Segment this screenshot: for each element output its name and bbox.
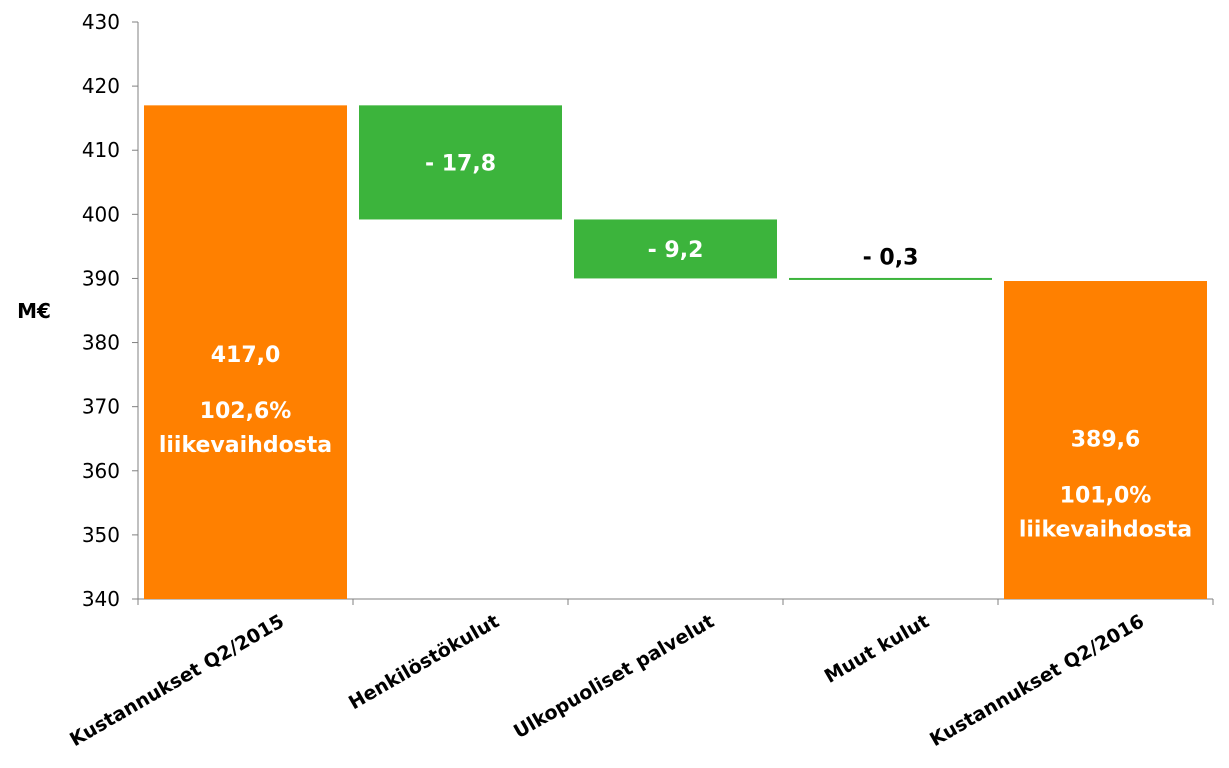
y-tick-label: 350 [82,523,120,547]
y-axis-label: M€ [17,299,51,323]
y-tick-label: 420 [82,74,120,98]
data-label: - 9,2 [648,238,704,263]
y-tick-label: 390 [82,266,120,290]
data-label: 102,6% [200,399,292,424]
data-label: liikevaihdosta [1019,517,1192,542]
x-tick-label: Kustannukset Q2/2015 [66,610,288,751]
y-tick-label: 380 [82,331,120,355]
x-tick-label: Henkilöstökulut [345,610,503,714]
bar-total [144,105,347,599]
y-tick-label: 360 [82,459,120,483]
data-label: 417,0 [211,343,281,368]
bar-labels: 417,0 102,6% liikevaihdosta - 17,8 - 9,2 - 0,… [159,151,1192,542]
x-tick-label: Ulkopuoliset palvelut [510,610,718,743]
data-label: - 0,3 [863,245,919,270]
bar-decrease [789,277,992,280]
data-label: 389,6 [1071,427,1141,452]
bar-decrease [359,105,562,220]
bars [144,105,1207,599]
y-tick-label: 430 [82,10,120,34]
bar-total [1004,281,1207,599]
y-tick-label: 340 [82,587,120,611]
bar-decrease [574,219,777,279]
data-label: liikevaihdosta [159,433,332,458]
x-tick-label: Muut kulut [821,610,933,688]
data-label: - 17,8 [425,151,496,176]
y-tick-label: 400 [82,202,120,226]
y-tick-label: 410 [82,138,120,162]
data-label: 101,0% [1060,483,1152,508]
x-tick-label: Kustannukset Q2/2016 [926,610,1148,751]
y-tick-label: 370 [82,395,120,419]
